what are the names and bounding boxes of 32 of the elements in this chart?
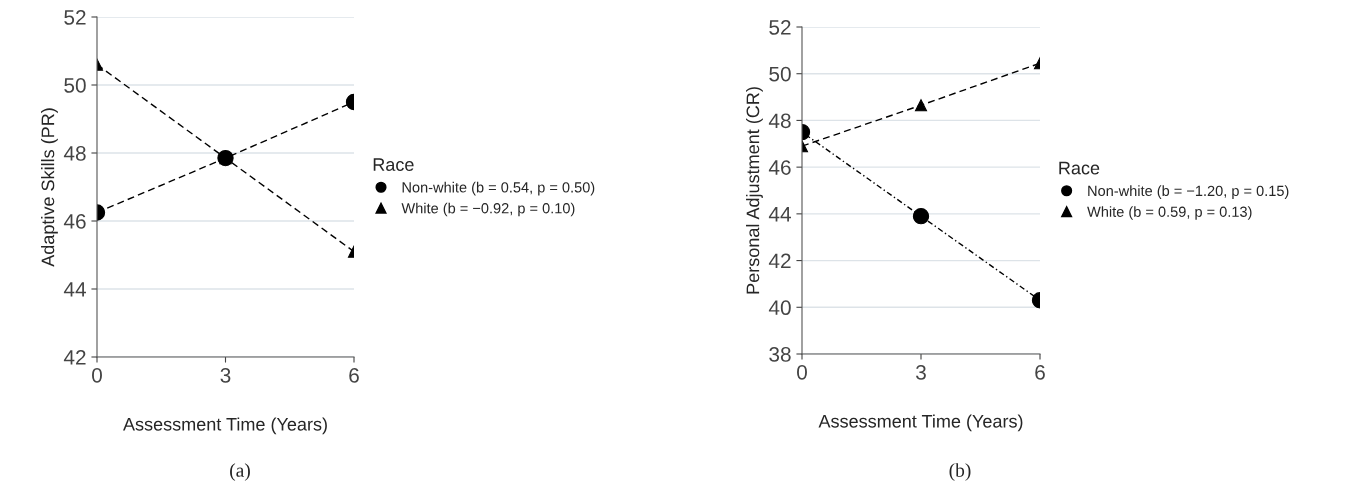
x-tick-label: 0 xyxy=(92,367,102,383)
y-tick-label: 44 xyxy=(63,282,86,297)
x-tick-label: 6 xyxy=(349,367,359,383)
x-tick-label: 3 xyxy=(220,367,231,383)
y-tick-label: 50 xyxy=(769,66,791,82)
legend-label: Non-white (b = −1.20, p = 0.15) xyxy=(1088,185,1289,199)
legend-title: Race xyxy=(1059,161,1100,175)
y-tick-label: 46 xyxy=(768,160,791,175)
x-axis-title: Assessment Time (Years) xyxy=(818,414,1023,432)
legend-label: White (b = −0.92, p = 0.10) xyxy=(401,202,575,217)
x-tick-label: 3 xyxy=(916,364,926,380)
y-tick-label: 44 xyxy=(768,207,791,222)
x-axis-title: Assessment Time (Years) xyxy=(123,417,327,435)
x-tick-label: 6 xyxy=(1035,364,1045,380)
legend-title: Race xyxy=(373,158,414,171)
y-tick-label: 50 xyxy=(64,78,86,93)
y-axis-title: Adaptive Skills (PR) xyxy=(41,108,58,267)
y-tick-label: 52 xyxy=(769,20,791,35)
y-axis-title: Personal Adjustment (CR) xyxy=(746,87,763,294)
y-tick-label: 48 xyxy=(768,113,791,129)
text: (b) xyxy=(949,463,971,481)
legend-label: White (b = 0.59, p = 0.13) xyxy=(1087,206,1252,220)
text: (a) xyxy=(230,463,250,481)
y-tick-label: 42 xyxy=(768,253,791,269)
y-tick-label: 42 xyxy=(63,350,86,365)
y-tick-label: 52 xyxy=(64,10,86,25)
x-tick-label: 0 xyxy=(797,364,807,380)
y-tick-label: 38 xyxy=(769,347,791,362)
y-tick-label: 46 xyxy=(63,214,86,229)
y-tick-label: 40 xyxy=(768,300,791,316)
y-tick-label: 48 xyxy=(63,146,86,161)
legend-label: Non-white (b = 0.54, p = 0.50) xyxy=(402,181,595,196)
